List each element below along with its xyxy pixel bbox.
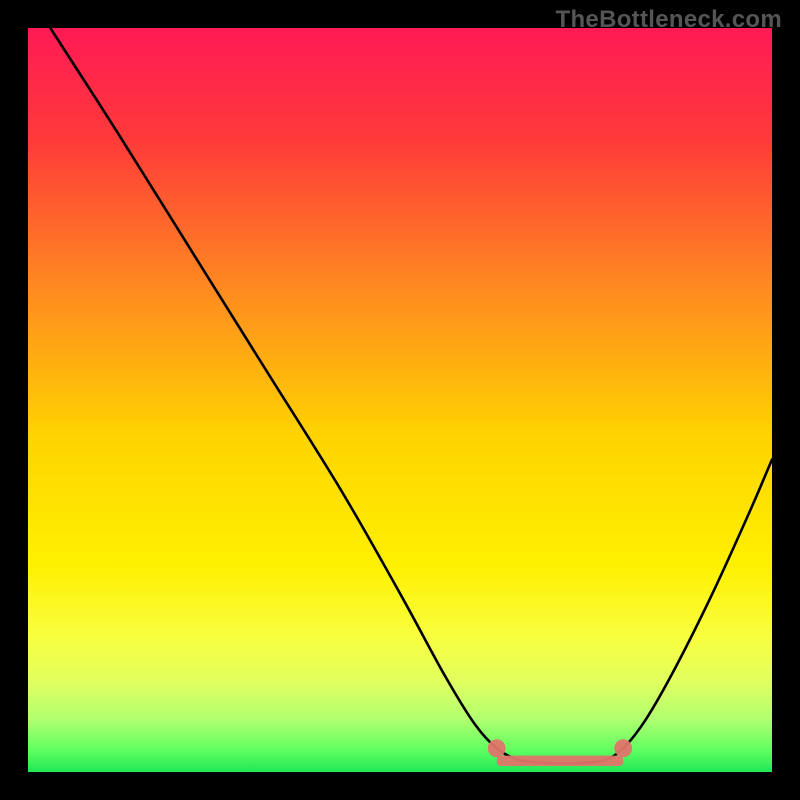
- bottleneck-curve: [50, 28, 772, 763]
- highlight-marker-left: [488, 739, 506, 757]
- highlight-marker-right: [614, 739, 632, 757]
- highlight-bar: [497, 756, 623, 766]
- watermark-text: TheBottleneck.com: [556, 6, 782, 34]
- plot-area: [28, 28, 772, 772]
- bottleneck-curve-svg: [28, 28, 772, 772]
